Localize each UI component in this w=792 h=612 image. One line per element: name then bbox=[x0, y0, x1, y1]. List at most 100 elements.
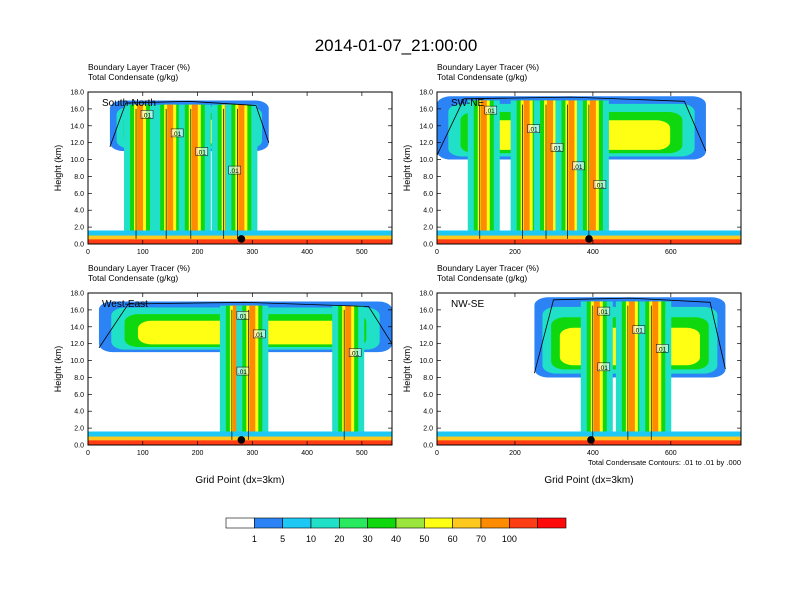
x-tick-label: 100 bbox=[137, 249, 149, 256]
convective-tower bbox=[589, 100, 596, 240]
colorbar-label: 30 bbox=[363, 534, 373, 544]
convective-tower bbox=[191, 104, 198, 240]
x-tick-label: 600 bbox=[665, 450, 677, 457]
convective-tower bbox=[167, 104, 174, 240]
convective-tower bbox=[523, 100, 530, 240]
condensate-contour bbox=[437, 96, 707, 156]
x-tick-label: 100 bbox=[137, 450, 149, 457]
y-tick-label: 14.0 bbox=[419, 123, 433, 130]
contour-label-box bbox=[236, 311, 250, 320]
y-axis-label: Height (km) bbox=[402, 145, 412, 192]
y-tick-label: 8.0 bbox=[74, 174, 84, 181]
y-tick-label: 14.0 bbox=[70, 324, 84, 331]
condensate-contour bbox=[109, 100, 270, 148]
contour-label-box bbox=[597, 306, 611, 316]
panel-header-line1: Boundary Layer Tracer (%) bbox=[88, 263, 190, 273]
x-axis-label: Grid Point (dx=3km) bbox=[544, 475, 633, 486]
x-tick-label: 200 bbox=[509, 450, 521, 457]
y-tick-label: 10.0 bbox=[419, 358, 433, 365]
x-tick-label: 0 bbox=[435, 450, 439, 457]
colorbar-box bbox=[395, 517, 425, 529]
convective-tower bbox=[232, 305, 239, 441]
colorbar-label: 20 bbox=[334, 534, 344, 544]
plot-area: .01 .01 .01 .01 bbox=[88, 301, 392, 445]
y-tick-label: 10.0 bbox=[70, 157, 84, 164]
y-tick-label: 6.0 bbox=[74, 191, 84, 198]
colorbar-box bbox=[254, 517, 283, 529]
contour-label-box bbox=[593, 180, 607, 189]
y-tick-label: 8.0 bbox=[423, 375, 433, 382]
convective-tower bbox=[628, 301, 635, 441]
contour-label: .01 bbox=[634, 328, 643, 335]
x-tick-label: 500 bbox=[356, 450, 368, 457]
y-tick-label: 12.0 bbox=[419, 140, 433, 147]
contour-label-box bbox=[195, 147, 209, 156]
y-tick-label: 4.0 bbox=[423, 409, 433, 416]
colorbar: 1 5 10 20 30 40 50 60 70 100 bbox=[225, 517, 567, 544]
contour-label-box bbox=[484, 105, 498, 115]
panel-title: NW-SE bbox=[451, 299, 484, 310]
y-tick-label: 2.0 bbox=[423, 225, 433, 232]
y-tick-label: 0.0 bbox=[423, 242, 433, 249]
panel-header-line2: Total Condensate (g/kg) bbox=[88, 72, 178, 82]
surface-marker bbox=[237, 436, 246, 444]
colorbar-label: 70 bbox=[476, 534, 486, 544]
x-axis-label: Grid Point (dx=3km) bbox=[195, 475, 284, 486]
contour-note: Total Condensate Contours: .01 to .01 by… bbox=[588, 458, 741, 467]
contour-label-box bbox=[656, 344, 669, 353]
y-tick-label: 18.0 bbox=[70, 291, 84, 298]
plot-area: .01 .01 .01 .01 bbox=[88, 100, 392, 244]
panel-title: West-East bbox=[102, 299, 148, 310]
y-tick-label: 14.0 bbox=[70, 123, 84, 130]
y-tick-label: 6.0 bbox=[423, 191, 433, 198]
y-tick-label: 18.0 bbox=[70, 90, 84, 97]
y-tick-label: 12.0 bbox=[70, 341, 84, 348]
colorbar-label: 40 bbox=[391, 534, 401, 544]
surface-marker bbox=[237, 235, 246, 243]
convective-tower bbox=[480, 100, 487, 240]
panel-header-line2: Total Condensate (g/kg) bbox=[437, 273, 527, 283]
y-tick-label: 4.0 bbox=[423, 208, 433, 215]
colorbar-label: 5 bbox=[280, 534, 285, 544]
x-tick-label: 400 bbox=[301, 450, 313, 457]
panels: .01 .01 .01 .01 South-North Boundary Layer Tr… bbox=[53, 62, 742, 486]
y-tick-label: 18.0 bbox=[419, 90, 433, 97]
y-tick-label: 16.0 bbox=[70, 106, 84, 113]
panel-title: SW-NE bbox=[451, 98, 484, 109]
contour-label-box bbox=[170, 128, 184, 138]
main-title: 2014-01-07_21:00:00 bbox=[315, 36, 478, 55]
colorbar-label: 100 bbox=[502, 534, 517, 544]
contour-label-box bbox=[140, 110, 154, 119]
y-tick-label: 0.0 bbox=[74, 242, 84, 249]
colorbar-box bbox=[480, 517, 510, 529]
y-tick-label: 0.0 bbox=[74, 443, 84, 450]
x-tick-label: 400 bbox=[301, 249, 313, 256]
x-tick-label: 0 bbox=[86, 450, 90, 457]
y-tick-label: 4.0 bbox=[74, 409, 84, 416]
panel-header-line1: Boundary Layer Tracer (%) bbox=[88, 62, 190, 72]
convective-tower bbox=[345, 305, 352, 441]
plot-frame bbox=[436, 91, 742, 245]
x-tick-label: 200 bbox=[509, 249, 521, 256]
y-tick-label: 16.0 bbox=[70, 307, 84, 314]
y-axis-label: Height (km) bbox=[402, 346, 412, 393]
y-tick-label: 8.0 bbox=[74, 375, 84, 382]
colorbar-box bbox=[282, 517, 312, 529]
colorbar-box bbox=[225, 517, 255, 529]
x-tick-label: 400 bbox=[587, 450, 599, 457]
convective-tower bbox=[547, 100, 554, 240]
panel-3: .01 .01 .01 .01 NW-SE Boundary Layer Tracer (… bbox=[402, 263, 742, 486]
contour-label: .01 bbox=[254, 332, 263, 339]
y-tick-label: 14.0 bbox=[419, 324, 433, 331]
plot-frame bbox=[87, 292, 393, 446]
contour-label: .01 bbox=[238, 369, 247, 376]
y-tick-label: 2.0 bbox=[74, 225, 84, 232]
contour-label-box bbox=[572, 161, 585, 171]
panel-header-line1: Boundary Layer Tracer (%) bbox=[437, 263, 539, 273]
x-tick-label: 400 bbox=[587, 249, 599, 256]
contour-label-box bbox=[228, 165, 241, 175]
x-tick-label: 0 bbox=[86, 249, 90, 256]
condensate-contour bbox=[98, 301, 392, 349]
